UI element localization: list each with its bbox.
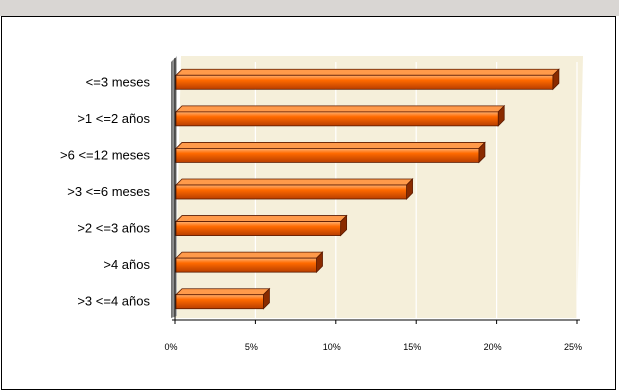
bar-top-face: [175, 215, 348, 222]
bar: [175, 111, 499, 127]
bar-top-face: [175, 105, 506, 113]
category-label: >1 <=2 años: [77, 111, 150, 126]
window-title-bar: [0, 0, 619, 16]
bar: [175, 294, 264, 310]
bar-top-face: [175, 251, 324, 259]
category-label: >2 <=3 años: [77, 221, 150, 236]
labels: <=3 meses >1 <=2 años >6 <=12 meses >3 <=6 …: [60, 74, 582, 352]
bar: [175, 74, 554, 90]
category-label: <=3 meses: [86, 74, 151, 89]
bar-top-face: [175, 68, 560, 76]
bar-top-face: [175, 142, 486, 149]
bar-top-face: [175, 178, 414, 186]
x-tick-label: 20%: [484, 342, 502, 352]
x-tick-label: 10%: [323, 342, 341, 352]
bar: [175, 257, 317, 273]
bar: [175, 184, 407, 200]
category-label: >4 años: [103, 257, 150, 272]
bar: [175, 221, 342, 236]
x-tick-label: 5%: [245, 342, 258, 352]
category-label: >3 <=4 años: [77, 294, 150, 309]
category-label: >6 <=12 meses: [60, 147, 150, 162]
x-tick-label: 15%: [403, 342, 421, 352]
axes: [172, 58, 580, 324]
bar: [175, 148, 480, 163]
x-tick-label: 0%: [164, 342, 177, 352]
x-tick-label: 25%: [564, 342, 582, 352]
bar-top-face: [175, 288, 271, 296]
bars: [175, 68, 560, 310]
category-label: >3 <=6 meses: [67, 184, 150, 199]
